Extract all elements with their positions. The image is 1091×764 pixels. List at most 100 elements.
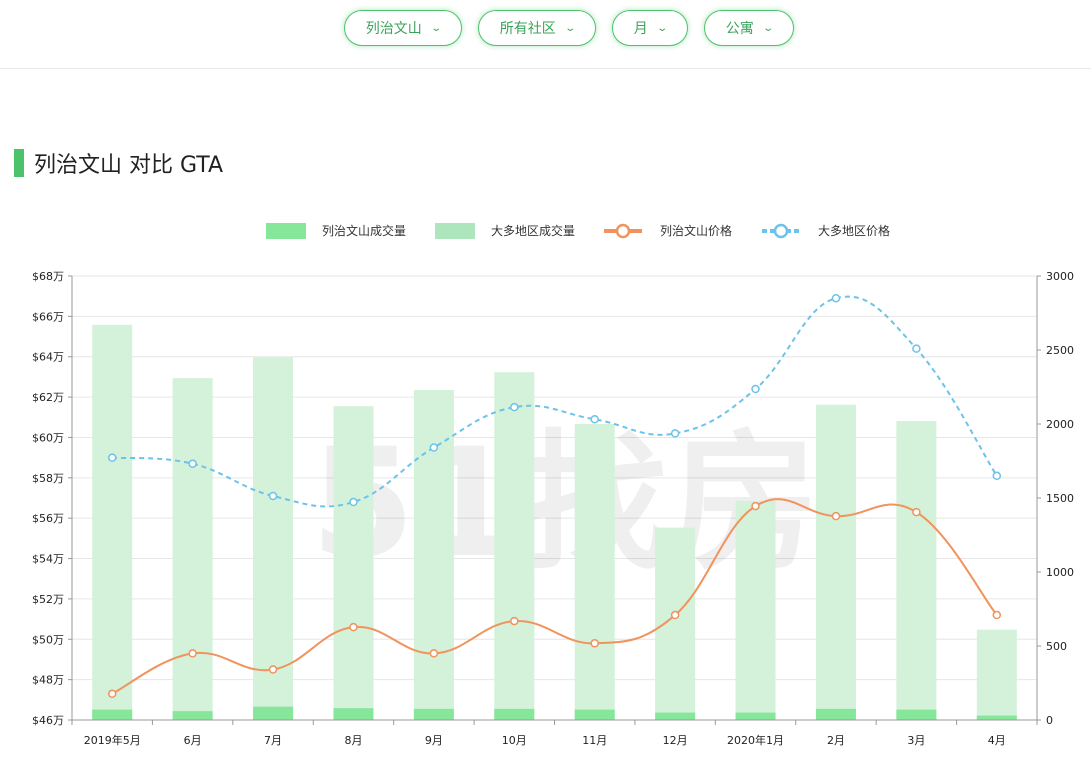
bar-gta-volume	[92, 324, 133, 720]
filter-community-dropdown[interactable]: 所有社区 ⌄	[478, 10, 596, 46]
point-gta-price	[831, 293, 841, 303]
point-local-price	[590, 639, 599, 648]
bar-local-volume	[574, 709, 615, 720]
x-tick-label: 3月	[907, 734, 925, 747]
chevron-down-icon: ⌄	[656, 22, 668, 34]
x-tick-label: 7月	[264, 734, 282, 747]
bar-local-volume	[172, 711, 213, 720]
y-left-tick-label: $46万	[32, 714, 64, 727]
watermark-text: 51找房	[311, 417, 820, 591]
title-accent-bar	[14, 149, 24, 177]
bar-gta-volume	[172, 378, 213, 720]
point-gta-price	[510, 402, 519, 412]
bar-local-volume	[815, 708, 856, 720]
x-tick-label: 10月	[502, 734, 527, 747]
bar-local-volume	[253, 706, 294, 720]
bar-local-volume	[896, 709, 937, 720]
x-tick-label: 9月	[425, 734, 443, 747]
legend-label-gta-volume: 大多地区成交量	[491, 223, 575, 238]
y-right-tick-label: 2000	[1046, 418, 1074, 431]
bar-local-volume	[333, 708, 374, 720]
point-local-price	[751, 501, 760, 511]
y-left-tick-label: $56万	[32, 512, 64, 525]
y-left-tick-label: $50万	[32, 633, 64, 646]
point-local-price	[992, 610, 1002, 620]
bar-gta-volume	[735, 500, 776, 720]
page-title: 列治文山 对比 GTA	[34, 153, 224, 178]
x-tick-label: 6月	[184, 734, 202, 747]
legend-marker-local-price	[615, 223, 631, 239]
x-tick-label: 8月	[344, 734, 362, 747]
filter-period-label: 月	[633, 21, 648, 37]
point-local-price	[349, 622, 358, 632]
y-left-tick-label: $48万	[32, 674, 64, 687]
bar-local-volume	[92, 709, 133, 720]
bar-gta-volume	[815, 404, 856, 720]
legend-label-gta-price: 大多地区价格	[818, 223, 890, 238]
bar-gta-volume	[976, 629, 1017, 720]
point-gta-price	[429, 443, 439, 452]
y-left-tick-label: $54万	[32, 553, 64, 566]
x-tick-label: 2月	[827, 734, 845, 747]
point-gta-price	[992, 471, 1002, 481]
x-tick-label: 12月	[663, 734, 688, 747]
y-left-tick-label: $66万	[32, 310, 64, 323]
point-gta-price	[268, 491, 278, 501]
bar-gta-volume	[896, 421, 937, 720]
x-tick-label: 4月	[988, 734, 1006, 747]
y-right-tick-label: 2500	[1046, 344, 1074, 357]
y-left-tick-label: $68万	[32, 270, 64, 283]
chevron-down-icon: ⌄	[762, 22, 774, 34]
point-local-price	[429, 649, 439, 658]
x-tick-label: 2019年5月	[84, 733, 141, 747]
point-local-price	[268, 665, 278, 674]
point-local-price	[107, 689, 117, 699]
point-local-price	[670, 610, 680, 620]
bar-local-volume	[655, 712, 696, 720]
x-tick-label: 11月	[582, 734, 607, 747]
y-left-tick-label: $60万	[32, 431, 64, 444]
filter-property-type-label: 公寓	[725, 21, 754, 37]
point-local-price	[831, 511, 841, 521]
y-left-tick-label: $62万	[32, 391, 64, 404]
point-gta-price	[590, 415, 599, 424]
y-right-tick-label: 1000	[1046, 566, 1074, 579]
bar-gta-volume	[253, 357, 294, 720]
section-heading: 列治文山 对比 GTA	[14, 148, 223, 178]
chevron-down-icon: ⌄	[564, 22, 576, 34]
bar-local-volume	[735, 712, 776, 720]
filter-property-type-dropdown[interactable]: 公寓 ⌄	[704, 10, 794, 46]
filter-bar: 列治文山 ⌄ 所有社区 ⌄ 月 ⌄ 公寓 ⌄	[0, 0, 1091, 69]
bar-gta-volume	[494, 372, 535, 720]
filter-period-dropdown[interactable]: 月 ⌄	[612, 10, 688, 46]
y-left-tick-label: $58万	[32, 472, 64, 485]
y-left-tick-label: $64万	[32, 351, 64, 364]
point-local-price	[510, 616, 519, 626]
filter-community-label: 所有社区	[499, 21, 556, 37]
filter-city-label: 列治文山	[365, 21, 422, 37]
y-right-tick-label: 0	[1046, 714, 1053, 727]
legend-marker-gta-price	[773, 223, 789, 239]
bar-gta-volume	[333, 406, 374, 720]
x-tick-label: 2020年1月	[727, 733, 784, 747]
point-local-price	[188, 649, 197, 658]
point-gta-price	[912, 344, 921, 353]
bar-local-volume	[494, 708, 535, 720]
legend-swatch-gta-volume	[435, 223, 475, 239]
point-gta-price	[188, 459, 197, 468]
y-right-tick-label: 3000	[1046, 270, 1074, 283]
y-right-tick-label: 500	[1046, 640, 1067, 653]
bar-local-volume	[413, 708, 454, 720]
filter-city-dropdown[interactable]: 列治文山 ⌄	[344, 10, 462, 46]
bar-local-volume	[976, 715, 1017, 720]
point-local-price	[912, 507, 921, 517]
chevron-down-icon: ⌄	[430, 22, 442, 34]
legend-swatch-local-volume	[266, 223, 306, 239]
y-right-tick-label: 1500	[1046, 492, 1074, 505]
line-gta-price	[112, 295, 998, 508]
point-gta-price	[751, 384, 760, 394]
point-gta-price	[107, 453, 117, 462]
legend-label-local-price: 列治文山价格	[660, 223, 732, 238]
point-gta-price	[670, 429, 680, 438]
